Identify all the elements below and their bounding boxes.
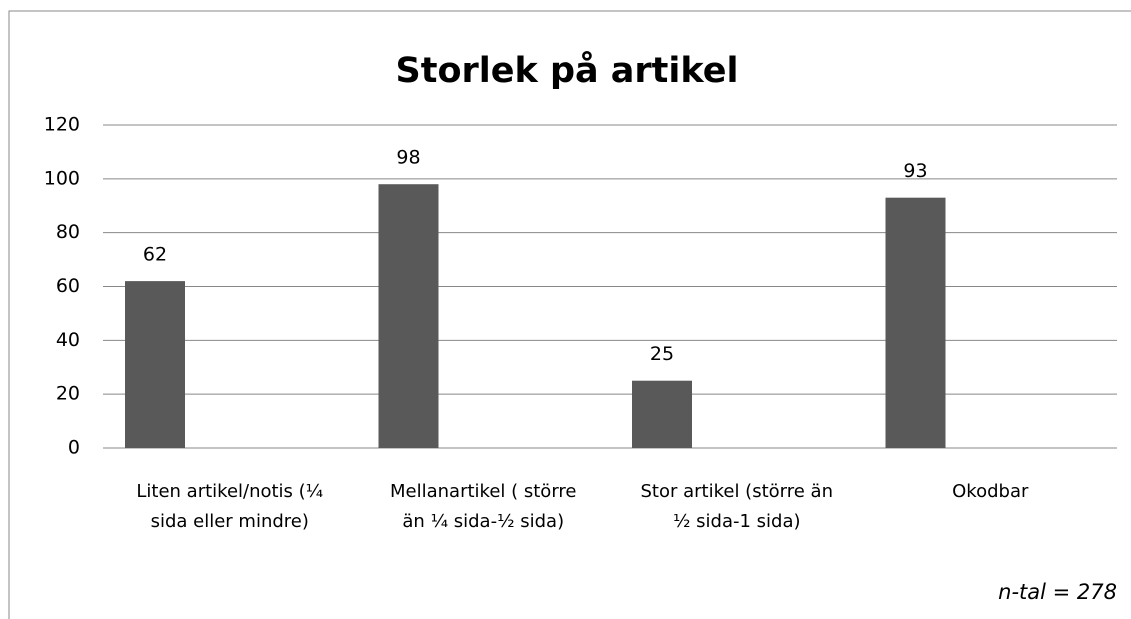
x-tick-label: Okodbar <box>952 481 1029 502</box>
y-tick-label: 100 <box>44 167 80 189</box>
x-tick-label-box: Liten artikel/notis (¼ sida eller mindre… <box>136 481 324 532</box>
y-tick-label: 120 <box>44 114 80 136</box>
chart-title: Storlek på artikel <box>396 50 739 91</box>
x-tick-label: Mellanartikel ( större än ¼ sida-½ sida) <box>390 481 577 532</box>
x-tick-label-box: Okodbar <box>952 481 1029 502</box>
x-tick-label: Stor artikel (större än ½ sida-1 sida) <box>640 481 833 532</box>
data-label: 98 <box>396 147 420 169</box>
bar <box>125 281 185 448</box>
annotation: n-tal = 278 <box>998 580 1117 604</box>
y-tick-label: 20 <box>56 383 80 405</box>
data-label: 25 <box>650 343 674 365</box>
x-tick-label-box: Mellanartikel ( större än ¼ sida-½ sida) <box>390 481 577 532</box>
bar <box>632 380 692 448</box>
chart-border <box>8 10 1131 619</box>
bar <box>885 197 946 448</box>
y-tick-label: 60 <box>56 275 80 297</box>
y-tick-label: 80 <box>56 221 80 243</box>
x-tick-label: Liten artikel/notis (¼ sida eller mindre… <box>136 481 324 532</box>
y-tick-label: 0 <box>68 437 80 459</box>
bar <box>378 184 439 448</box>
y-tick-label: 40 <box>56 329 80 351</box>
x-tick-label-box: Stor artikel (större än ½ sida-1 sida) <box>640 481 833 532</box>
data-label: 62 <box>143 244 167 266</box>
data-label: 93 <box>903 160 927 182</box>
